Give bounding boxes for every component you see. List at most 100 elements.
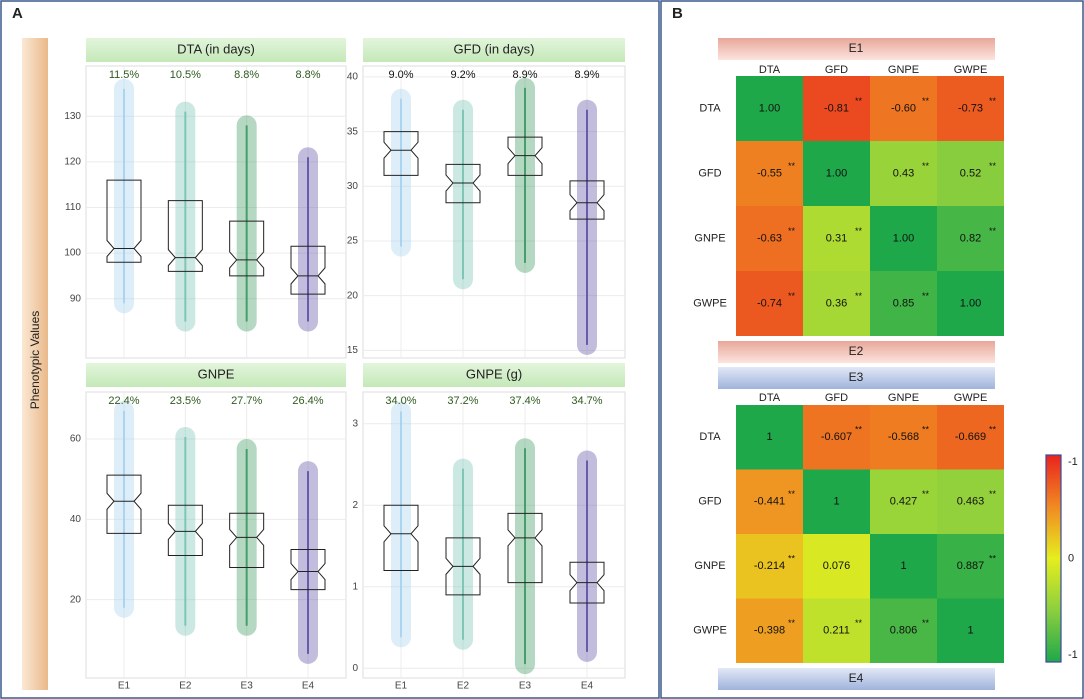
y-tick-label: 100 — [64, 248, 81, 259]
heatmap-cell — [803, 469, 870, 534]
heatmap-cell — [870, 598, 937, 663]
significance: ** — [922, 618, 930, 628]
heatmap-cell — [937, 469, 1004, 534]
cell-value: 0.43 — [893, 167, 914, 179]
subplot-title-strip — [86, 38, 346, 62]
cell-value: -0.214 — [754, 560, 785, 572]
strip — [718, 367, 995, 389]
cell-value: -0.568 — [888, 431, 919, 443]
box — [167, 504, 203, 556]
y-axis-label: Phenotypic Values — [28, 311, 42, 410]
significance: ** — [989, 425, 997, 435]
colorbar-label: 0 — [1068, 552, 1074, 564]
y-tick-label: 30 — [347, 181, 359, 192]
significance: ** — [855, 226, 863, 236]
box — [229, 220, 265, 277]
y-tick-label: 120 — [64, 156, 81, 167]
cell-value: 0.463 — [957, 496, 985, 508]
significance: ** — [788, 161, 796, 171]
significance: ** — [922, 96, 930, 106]
heatmap-cell — [736, 76, 803, 141]
heatmap-cell — [937, 76, 1004, 141]
heatmap-cell — [870, 469, 937, 534]
cell-value: 0.36 — [826, 297, 847, 309]
cv-label: 9.2% — [450, 69, 475, 81]
row-label: GFD — [698, 167, 721, 179]
subplot-title: GFD (in days) — [454, 41, 535, 56]
cell-value: 0.806 — [890, 625, 918, 637]
heatmap-cell — [870, 206, 937, 271]
box — [569, 180, 605, 220]
heatmap-cell — [736, 598, 803, 663]
col-label: GNPE — [888, 392, 919, 404]
y-tick-label: 130 — [64, 111, 81, 122]
cell-value: 0.076 — [823, 560, 851, 572]
strip-label: E2 — [849, 344, 864, 358]
row-label: GNPE — [694, 560, 725, 572]
heatmap-cell — [937, 598, 1004, 663]
cv-label: 26.4% — [292, 395, 323, 407]
significance: ** — [855, 96, 863, 106]
col-label: GWPE — [954, 392, 988, 404]
cell-value: 1.00 — [893, 232, 914, 244]
box — [229, 512, 265, 569]
significance: ** — [788, 291, 796, 301]
row-label: GWPE — [693, 297, 727, 309]
heatmap-cell — [937, 405, 1004, 470]
subplot-title-strip — [363, 363, 625, 387]
cv-label: 8.9% — [574, 69, 599, 81]
significance: ** — [855, 618, 863, 628]
plot-area — [362, 391, 626, 679]
significance: ** — [989, 554, 997, 564]
significance: ** — [788, 618, 796, 628]
subplot-title-strip — [363, 38, 625, 62]
significance: ** — [922, 425, 930, 435]
cell-value: -0.63 — [757, 232, 782, 244]
plot-area — [85, 391, 347, 679]
y-tick-label: 3 — [352, 418, 358, 429]
box — [106, 179, 142, 263]
col-label: DTA — [759, 392, 781, 404]
box — [290, 245, 326, 295]
row-label: DTA — [699, 431, 721, 443]
cell-value: 1.00 — [759, 102, 780, 114]
significance: ** — [855, 425, 863, 435]
strip — [718, 668, 995, 690]
x-tick-label: E1 — [395, 681, 408, 692]
heatmap-cell — [870, 76, 937, 141]
strip — [718, 38, 995, 60]
significance: ** — [922, 161, 930, 171]
ylabel-strip — [22, 38, 48, 690]
cell-value: 1 — [833, 496, 839, 508]
significance: ** — [788, 489, 796, 499]
heatmap-cell — [937, 534, 1004, 599]
subplot-title-strip — [86, 363, 346, 387]
col-label: GNPE — [888, 64, 919, 76]
y-tick-label: 2 — [352, 500, 358, 511]
row-label: GFD — [698, 496, 721, 508]
cell-value: -0.74 — [757, 297, 782, 309]
cv-label: 34.7% — [571, 395, 602, 407]
strip-label: E4 — [849, 671, 864, 685]
cell-value: 0.85 — [893, 297, 914, 309]
heatmap-cell — [736, 271, 803, 336]
row-label: GNPE — [694, 232, 725, 244]
cell-value: 1.00 — [960, 297, 981, 309]
y-tick-label: 40 — [70, 514, 82, 525]
col-label: DTA — [759, 64, 781, 76]
cv-label: 27.7% — [231, 395, 262, 407]
box — [383, 131, 419, 176]
plot-area — [362, 65, 626, 359]
strip-label: E1 — [849, 41, 864, 55]
heatmap-cell — [736, 141, 803, 206]
box — [167, 200, 203, 272]
strip-label: E3 — [849, 370, 864, 384]
cell-value: 0.82 — [960, 232, 981, 244]
y-tick-label: 20 — [70, 594, 82, 605]
significance: ** — [855, 291, 863, 301]
y-tick-label: 35 — [347, 126, 359, 137]
heatmap-cell — [870, 271, 937, 336]
x-tick-label: E2 — [457, 681, 470, 692]
cv-label: 37.4% — [509, 395, 540, 407]
colorbar — [1045, 454, 1062, 663]
